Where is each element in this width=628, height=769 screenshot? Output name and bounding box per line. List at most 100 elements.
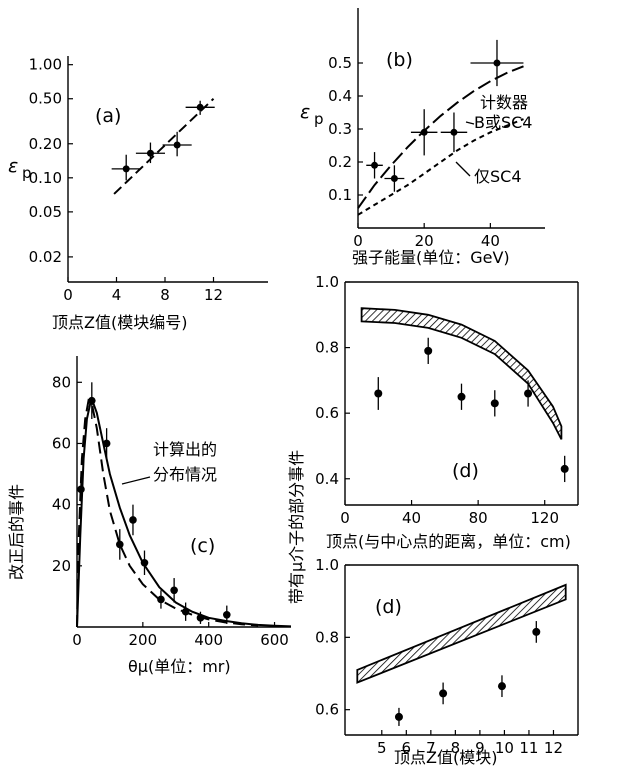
panel-d-lower-hatched-band (356, 583, 567, 684)
panel-b-ylabel-sub: p (314, 110, 324, 128)
panel-b-annotation-sc4-only: 仅SC4 (474, 167, 522, 186)
panel-b-y-tick-label: 0.3 (328, 120, 352, 138)
panel-b-annotation-b-or-sc4: B或SC4 (474, 113, 533, 132)
panel-d-lower-x-tick-label: 6 (402, 739, 412, 757)
panel-d-lower-x-tick-label: 10 (495, 739, 514, 757)
panel-b-x-tick-label: 40 (481, 232, 500, 250)
panel-c-xlabel: θμ(单位：mr) (128, 657, 231, 676)
panel-b-xlabel: 强子能量(单位：GeV) (352, 248, 510, 267)
panel-a-data-point (196, 103, 204, 111)
panel-d-lower: (d) 顶点Z值(模块) 5 6 7 8 9 10 11 12 0.6 0.8 1.0 (315, 556, 579, 767)
panel-c-data-point (223, 610, 231, 619)
panel-a-y-tick-label: 0.20 (29, 135, 62, 153)
panel-b: (b) 强子能量(单位：GeV) ε p 计数器 B或SC4 仅SC4 0 20 4… (300, 8, 545, 267)
panel-b-y-tick-label: 0.1 (328, 186, 352, 204)
panel-b-series-1-line (357, 65, 524, 209)
panel-c-data-point (157, 595, 165, 604)
panel-d-lower-y-tick-label: 1.0 (315, 556, 339, 574)
panel-c-data-point (129, 516, 137, 524)
panel-b-annotation-counter: 计数器 (480, 93, 528, 112)
panel-d-upper-xlabel: 顶点(与中心点的距离，单位：cm) (326, 532, 571, 551)
panel-c-data-point (181, 607, 190, 616)
panel-d-upper-data-point (490, 399, 499, 408)
panel-a-x-tick-label: 0 (63, 286, 73, 304)
panel-c-x-tick-label: 200 (129, 631, 158, 649)
panel-c-data-point (102, 439, 111, 448)
panel-b-annotation-pointer-2 (455, 161, 471, 177)
panel-c-data-point (140, 558, 149, 567)
panel-a-data-point (146, 149, 154, 157)
panel-a-data-point (173, 141, 181, 149)
panel-c-x-tick-label: 400 (194, 631, 223, 649)
panel-d-lower-x-tick-label: 12 (544, 739, 563, 757)
panel-b-y-tick-label: 0.2 (328, 153, 352, 171)
panel-d-lower-data-point (497, 682, 506, 691)
panel-a-y-tick-label: 0.50 (29, 90, 62, 108)
panel-d-upper-data-point (560, 464, 569, 473)
panel-c-annotation-line1: 计算出的 (153, 440, 217, 459)
panel-c-data-point (170, 586, 178, 595)
panel-b-x-tick-label: 0 (353, 232, 363, 250)
panel-b-data-point (493, 59, 501, 67)
panel-b-ylabel: ε (300, 101, 310, 123)
panel-a-x-tick-label: 4 (112, 286, 122, 304)
panel-d-lower-data-point (532, 627, 541, 636)
panel-c-label: (c) (190, 535, 215, 557)
panel-d-lower-y-tick-label: 0.6 (315, 701, 339, 719)
panel-d-upper-label: (d) (452, 460, 479, 482)
panel-d-upper-y-tick-label: 1.0 (315, 273, 339, 291)
panel-c-y-tick-label: 40 (52, 496, 71, 514)
panel-c-x-tick-label: 600 (260, 631, 289, 649)
panel-d-lower-x-tick-label: 11 (519, 739, 538, 757)
panel-c-x-tick-label: 0 (72, 631, 82, 649)
panel-a-ylabel-sub: p (22, 164, 32, 182)
panel-d-lower-data-point (439, 689, 448, 698)
panel-c-series-2-line (76, 398, 259, 628)
panel-d-lower-label: (d) (375, 596, 402, 618)
panel-d-upper-data-point (424, 346, 433, 355)
panel-c-y-tick-label: 20 (52, 557, 71, 575)
panel-d-upper-x-tick-label: 120 (530, 509, 559, 527)
panel-a-y-tick-label: 1.00 (29, 56, 62, 74)
panel-d-ylabel: 带有μ介子的部分事件 (287, 450, 306, 604)
panel-a-x-tick-label: 12 (204, 286, 223, 304)
panel-b-data-point (450, 128, 458, 136)
panel-c: (c) θμ(单位：mr) 改正后的事件 计算出的 分布情况 0 200 400 60… (7, 356, 292, 676)
panel-d-upper-x-tick-label: 80 (469, 509, 488, 527)
panel-a-label: (a) (95, 105, 121, 127)
panel-d-lower-data-point (394, 712, 403, 721)
panel-a-xlabel: 顶点Z值(模块编号) (52, 313, 187, 332)
panel-d-lower-x-tick-label: 9 (475, 739, 485, 757)
panel-b-data-point (420, 128, 428, 136)
panel-a-ylabel: ε (8, 155, 18, 177)
panel-a-y-tick-label: 0.02 (29, 248, 62, 266)
panel-d-upper-data-point (524, 389, 533, 398)
panel-c-annotation-pointer (121, 476, 151, 485)
panel-c-series-1-line (76, 402, 292, 628)
panel-b-data-point (371, 161, 379, 169)
panel-d-lower-y-tick-label: 0.8 (315, 628, 339, 646)
panel-b-x-tick-label: 20 (415, 232, 434, 250)
panel-a-data-point (122, 165, 130, 173)
panel-b-series-2-line (357, 118, 524, 216)
panel-d-upper-y-tick-label: 0.8 (315, 339, 339, 357)
panel-c-data-point (116, 540, 124, 549)
panel-b-annotation-pointer (465, 121, 475, 125)
panel-d-lower-x-tick-label: 8 (451, 739, 461, 757)
panel-c-data-point (196, 614, 205, 622)
panel-a: (a) 顶点Z值(模块编号) ε p 0 4 8 12 1.00 0.50 0.20 0.10… (8, 56, 268, 332)
panel-d-upper-data-point (374, 389, 383, 398)
panel-d-upper-hatched-band (360, 307, 563, 440)
panel-b-label: (b) (386, 49, 413, 71)
panel-d-upper-x-tick-label: 40 (402, 509, 421, 527)
panel-b-data-point (390, 175, 398, 182)
panel-d-upper-x-tick-label: 0 (340, 509, 350, 527)
panel-d-lower-x-tick-label: 5 (377, 739, 387, 757)
panel-c-data-point (77, 485, 85, 494)
panel-d-upper-y-tick-label: 0.4 (315, 470, 339, 488)
panel-c-y-tick-label: 60 (52, 434, 71, 452)
panel-c-annotation-line2: 分布情况 (153, 465, 217, 484)
panel-b-y-tick-label: 0.5 (328, 54, 352, 72)
panel-b-y-tick-label: 0.4 (328, 87, 352, 105)
panel-c-data-point (88, 396, 96, 405)
